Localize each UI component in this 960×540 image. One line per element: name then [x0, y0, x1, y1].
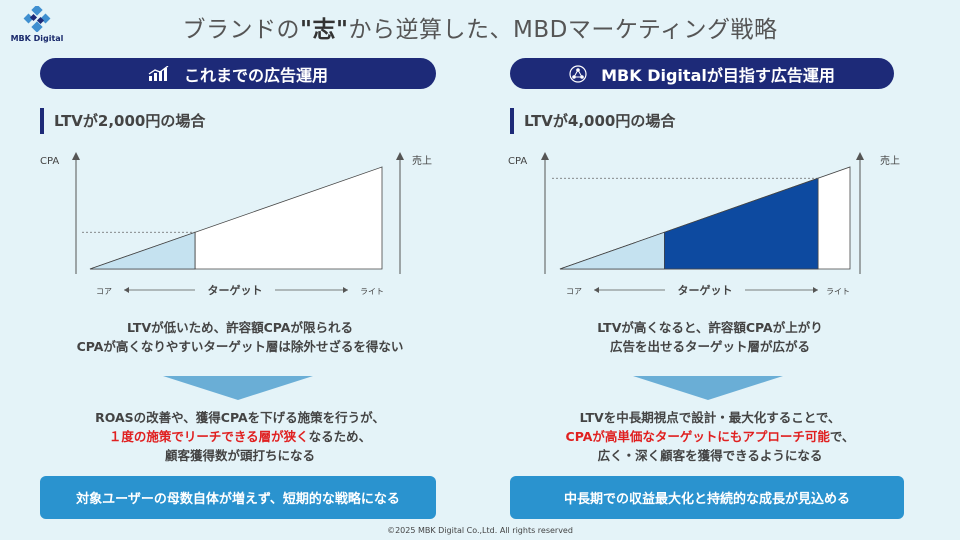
copyright-footer: ©2025 MBK Digital Co.,Ltd. All rights re… [387, 526, 573, 535]
left-chart-light-label: ライト [360, 287, 384, 296]
left-chart-ylabel: CPA [40, 156, 59, 167]
left-chart-y2label: 売上 [412, 154, 432, 167]
left-chart-y-arrow [72, 152, 80, 160]
left-header-pill: これまでの広告運用 [40, 58, 436, 89]
brand-logo: MBK Digital [8, 6, 66, 43]
right-chart-ylabel: CPA [508, 156, 527, 167]
right-chart-xlabel: ターゲット [678, 283, 733, 297]
right-chart-core-label: コア [566, 287, 582, 296]
page-title: ブランドの"志"から逆算した、MBDマーケティング戦略 [182, 17, 778, 43]
right-result: LTVを中長期視点で設計・最大化することで、 CPAが高単価なターゲットにもアプ… [565, 410, 855, 463]
left-chart-core-label: コア [96, 287, 112, 296]
left-chart-xlabel: ターゲット [208, 283, 263, 297]
left-conclusion-box: 対象ユーザーの母数自体が増えず、短期的な戦略になる [40, 476, 436, 519]
right-case-label: LTVが4,000円の場合 [510, 108, 675, 134]
right-down-arrow-icon [633, 376, 783, 400]
left-ltv-chart: CPA 売上 コア ライト ターゲット [40, 152, 432, 297]
right-header-label: MBK Digitalが目指す広告運用 [601, 65, 835, 85]
right-chart-y2-arrow [856, 152, 864, 160]
right-description: LTVが高くなると、許容額CPAが上がり 広告を出せるターゲット層が広がる [597, 320, 823, 354]
left-chart-core-area [89, 231, 196, 270]
target-network-icon [569, 64, 587, 83]
right-chart-y2label: 売上 [880, 154, 900, 167]
left-case-label: LTVが2,000円の場合 [40, 108, 205, 134]
right-conclusion-box: 中長期での収益最大化と持続的な成長が見込める [510, 476, 904, 519]
right-chart-core-area [559, 231, 665, 270]
right-ltv-chart: CPA 売上 コア ライト ターゲット [508, 152, 900, 297]
left-result: ROASの改善や、獲得CPAを下げる施策を行うが、 １度の施策でリーチできる層が… [95, 410, 385, 463]
left-down-arrow-icon [163, 376, 313, 400]
left-header-label: これまでの広告運用 [183, 65, 328, 85]
left-description: LTVが低いため、許容額CPAが限られる CPAが高くなりやすいターゲット層は除… [76, 320, 404, 354]
right-chart-light-label: ライト [826, 287, 850, 296]
right-chart-y-arrow [541, 152, 549, 160]
left-chart-y2-arrow [396, 152, 404, 160]
right-header-pill: MBK Digitalが目指す広告運用 [510, 58, 894, 89]
bar-chart-icon [148, 65, 170, 82]
logo-text: MBK Digital [10, 34, 64, 43]
logo-mark-icon [23, 6, 51, 32]
